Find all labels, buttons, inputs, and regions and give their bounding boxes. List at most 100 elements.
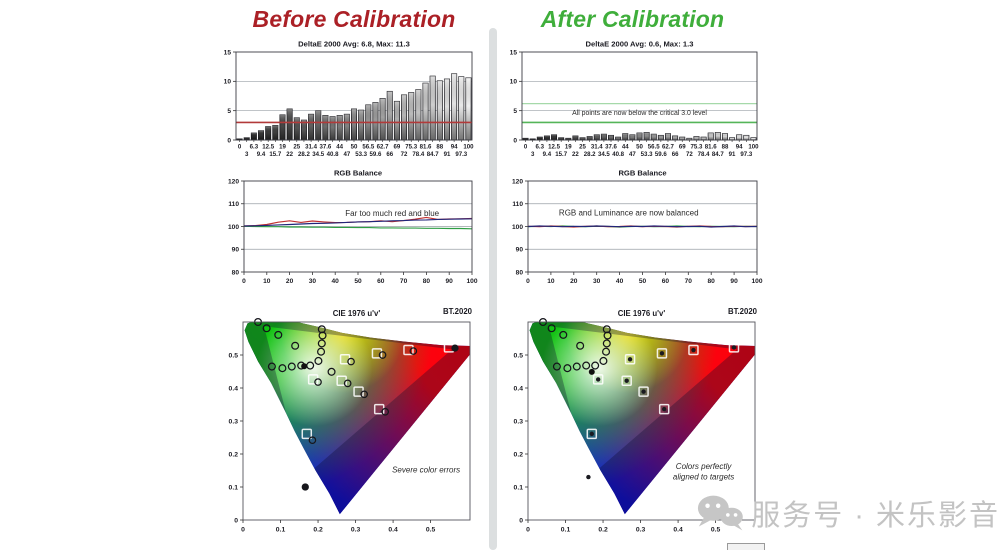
svg-text:78.4: 78.4 — [698, 151, 710, 158]
target-square — [403, 344, 414, 356]
svg-text:37.6: 37.6 — [605, 144, 617, 151]
cut-off-element — [727, 543, 765, 550]
svg-text:97.3: 97.3 — [455, 151, 467, 158]
measured-dot — [586, 474, 591, 480]
svg-text:72: 72 — [686, 151, 693, 158]
svg-text:47: 47 — [343, 151, 350, 158]
svg-text:0.5: 0.5 — [229, 352, 239, 359]
svg-text:31.4: 31.4 — [305, 144, 317, 151]
svg-text:66: 66 — [672, 151, 679, 158]
svg-text:0.1: 0.1 — [514, 484, 524, 491]
reference-point — [318, 331, 327, 340]
measured-point — [347, 357, 355, 366]
measured-point — [343, 379, 352, 388]
svg-text:66: 66 — [386, 151, 393, 158]
cie-horseshoe — [529, 322, 755, 515]
measured-point — [378, 351, 387, 359]
svg-text:Far too much red and blue: Far too much red and blue — [345, 209, 439, 218]
svg-text:84.7: 84.7 — [427, 151, 439, 158]
svg-text:0.2: 0.2 — [313, 527, 323, 534]
svg-text:100: 100 — [751, 278, 762, 285]
svg-text:100: 100 — [228, 224, 239, 231]
svg-text:12.5: 12.5 — [548, 144, 560, 151]
svg-text:90: 90 — [446, 278, 454, 285]
reference-point — [591, 361, 600, 370]
reference-point — [327, 367, 336, 376]
svg-text:110: 110 — [512, 201, 523, 208]
after-rgb-series-blue — [527, 225, 758, 228]
svg-text:6.3: 6.3 — [250, 144, 259, 151]
target-square — [688, 344, 699, 356]
svg-text:62.7: 62.7 — [662, 144, 674, 151]
svg-text:10: 10 — [510, 79, 518, 86]
svg-text:0.2: 0.2 — [598, 527, 608, 534]
svg-text:6.3: 6.3 — [536, 144, 545, 151]
reference-point — [602, 347, 611, 356]
svg-text:15.7: 15.7 — [555, 151, 567, 158]
target-square — [656, 348, 668, 359]
watermark-text: 服务号 · 米乐影音 — [751, 500, 1000, 532]
svg-text:37.6: 37.6 — [319, 144, 331, 151]
svg-text:0.3: 0.3 — [636, 527, 646, 534]
svg-text:44: 44 — [622, 144, 629, 151]
svg-text:120: 120 — [228, 178, 239, 185]
svg-text:59.6: 59.6 — [655, 151, 667, 158]
svg-text:3: 3 — [245, 151, 249, 158]
svg-text:91: 91 — [729, 151, 736, 158]
svg-text:0: 0 — [526, 527, 530, 534]
measured-point — [381, 407, 390, 416]
before-calibration-title: Before Calibration — [252, 6, 456, 32]
after-calibration-title: After Calibration — [540, 6, 725, 32]
reference-point — [576, 341, 585, 350]
after-deltae-chart: 0 5 10 15 All points are now below the criti… — [510, 40, 759, 159]
reference-point — [552, 362, 561, 371]
svg-text:59.6: 59.6 — [370, 151, 382, 158]
svg-text:30: 30 — [309, 278, 317, 285]
svg-text:80: 80 — [708, 278, 716, 285]
wechat-icon — [697, 495, 743, 531]
svg-text:60: 60 — [662, 278, 670, 285]
after-cie-chart: 0 0.1 0.2 0.3 0.4 0.5 0 0.1 0.2 0.3 0.4 0.5 CIE 1976… — [514, 307, 758, 534]
svg-text:0.5: 0.5 — [514, 352, 524, 359]
reference-point — [563, 364, 572, 373]
svg-text:62.7: 62.7 — [377, 144, 389, 151]
target-square — [301, 428, 313, 440]
svg-text:80: 80 — [232, 269, 240, 276]
svg-text:28.2: 28.2 — [584, 151, 596, 158]
measured-dot — [659, 351, 665, 356]
svg-text:40: 40 — [616, 278, 624, 285]
measured-point — [308, 436, 317, 444]
cie-horseshoe — [244, 322, 470, 515]
reference-point — [262, 324, 271, 333]
target-square — [624, 354, 636, 365]
svg-text:97.3: 97.3 — [740, 151, 752, 158]
svg-text:0.4: 0.4 — [673, 527, 683, 534]
target-square — [658, 403, 670, 415]
svg-text:20: 20 — [570, 278, 578, 285]
svg-text:100: 100 — [748, 144, 759, 151]
measured-dot — [624, 378, 629, 383]
svg-text:0: 0 — [238, 144, 242, 151]
svg-text:90: 90 — [516, 247, 524, 254]
svg-text:88: 88 — [436, 144, 443, 151]
target-square — [638, 386, 649, 397]
svg-text:31.4: 31.4 — [591, 144, 603, 151]
reference-point — [603, 331, 612, 340]
target-square — [621, 375, 632, 386]
svg-text:40: 40 — [332, 278, 340, 285]
svg-text:15: 15 — [224, 49, 232, 56]
svg-text:0: 0 — [524, 144, 528, 151]
svg-text:72: 72 — [401, 151, 408, 158]
measured-dot — [662, 406, 667, 412]
svg-text:120: 120 — [512, 178, 523, 185]
svg-text:56.5: 56.5 — [362, 144, 374, 151]
before-cie-chart: 0 0.1 0.2 0.3 0.4 0.5 0 0.1 0.2 0.3 0.4 0.5 CIE 1976… — [229, 307, 473, 534]
svg-text:80: 80 — [423, 278, 431, 285]
svg-text:50: 50 — [351, 144, 358, 151]
measured-point — [360, 390, 369, 399]
svg-text:Colors perfectly: Colors perfectly — [676, 462, 733, 471]
svg-text:5: 5 — [227, 108, 231, 115]
svg-text:44: 44 — [336, 144, 343, 151]
target-square — [592, 374, 604, 385]
